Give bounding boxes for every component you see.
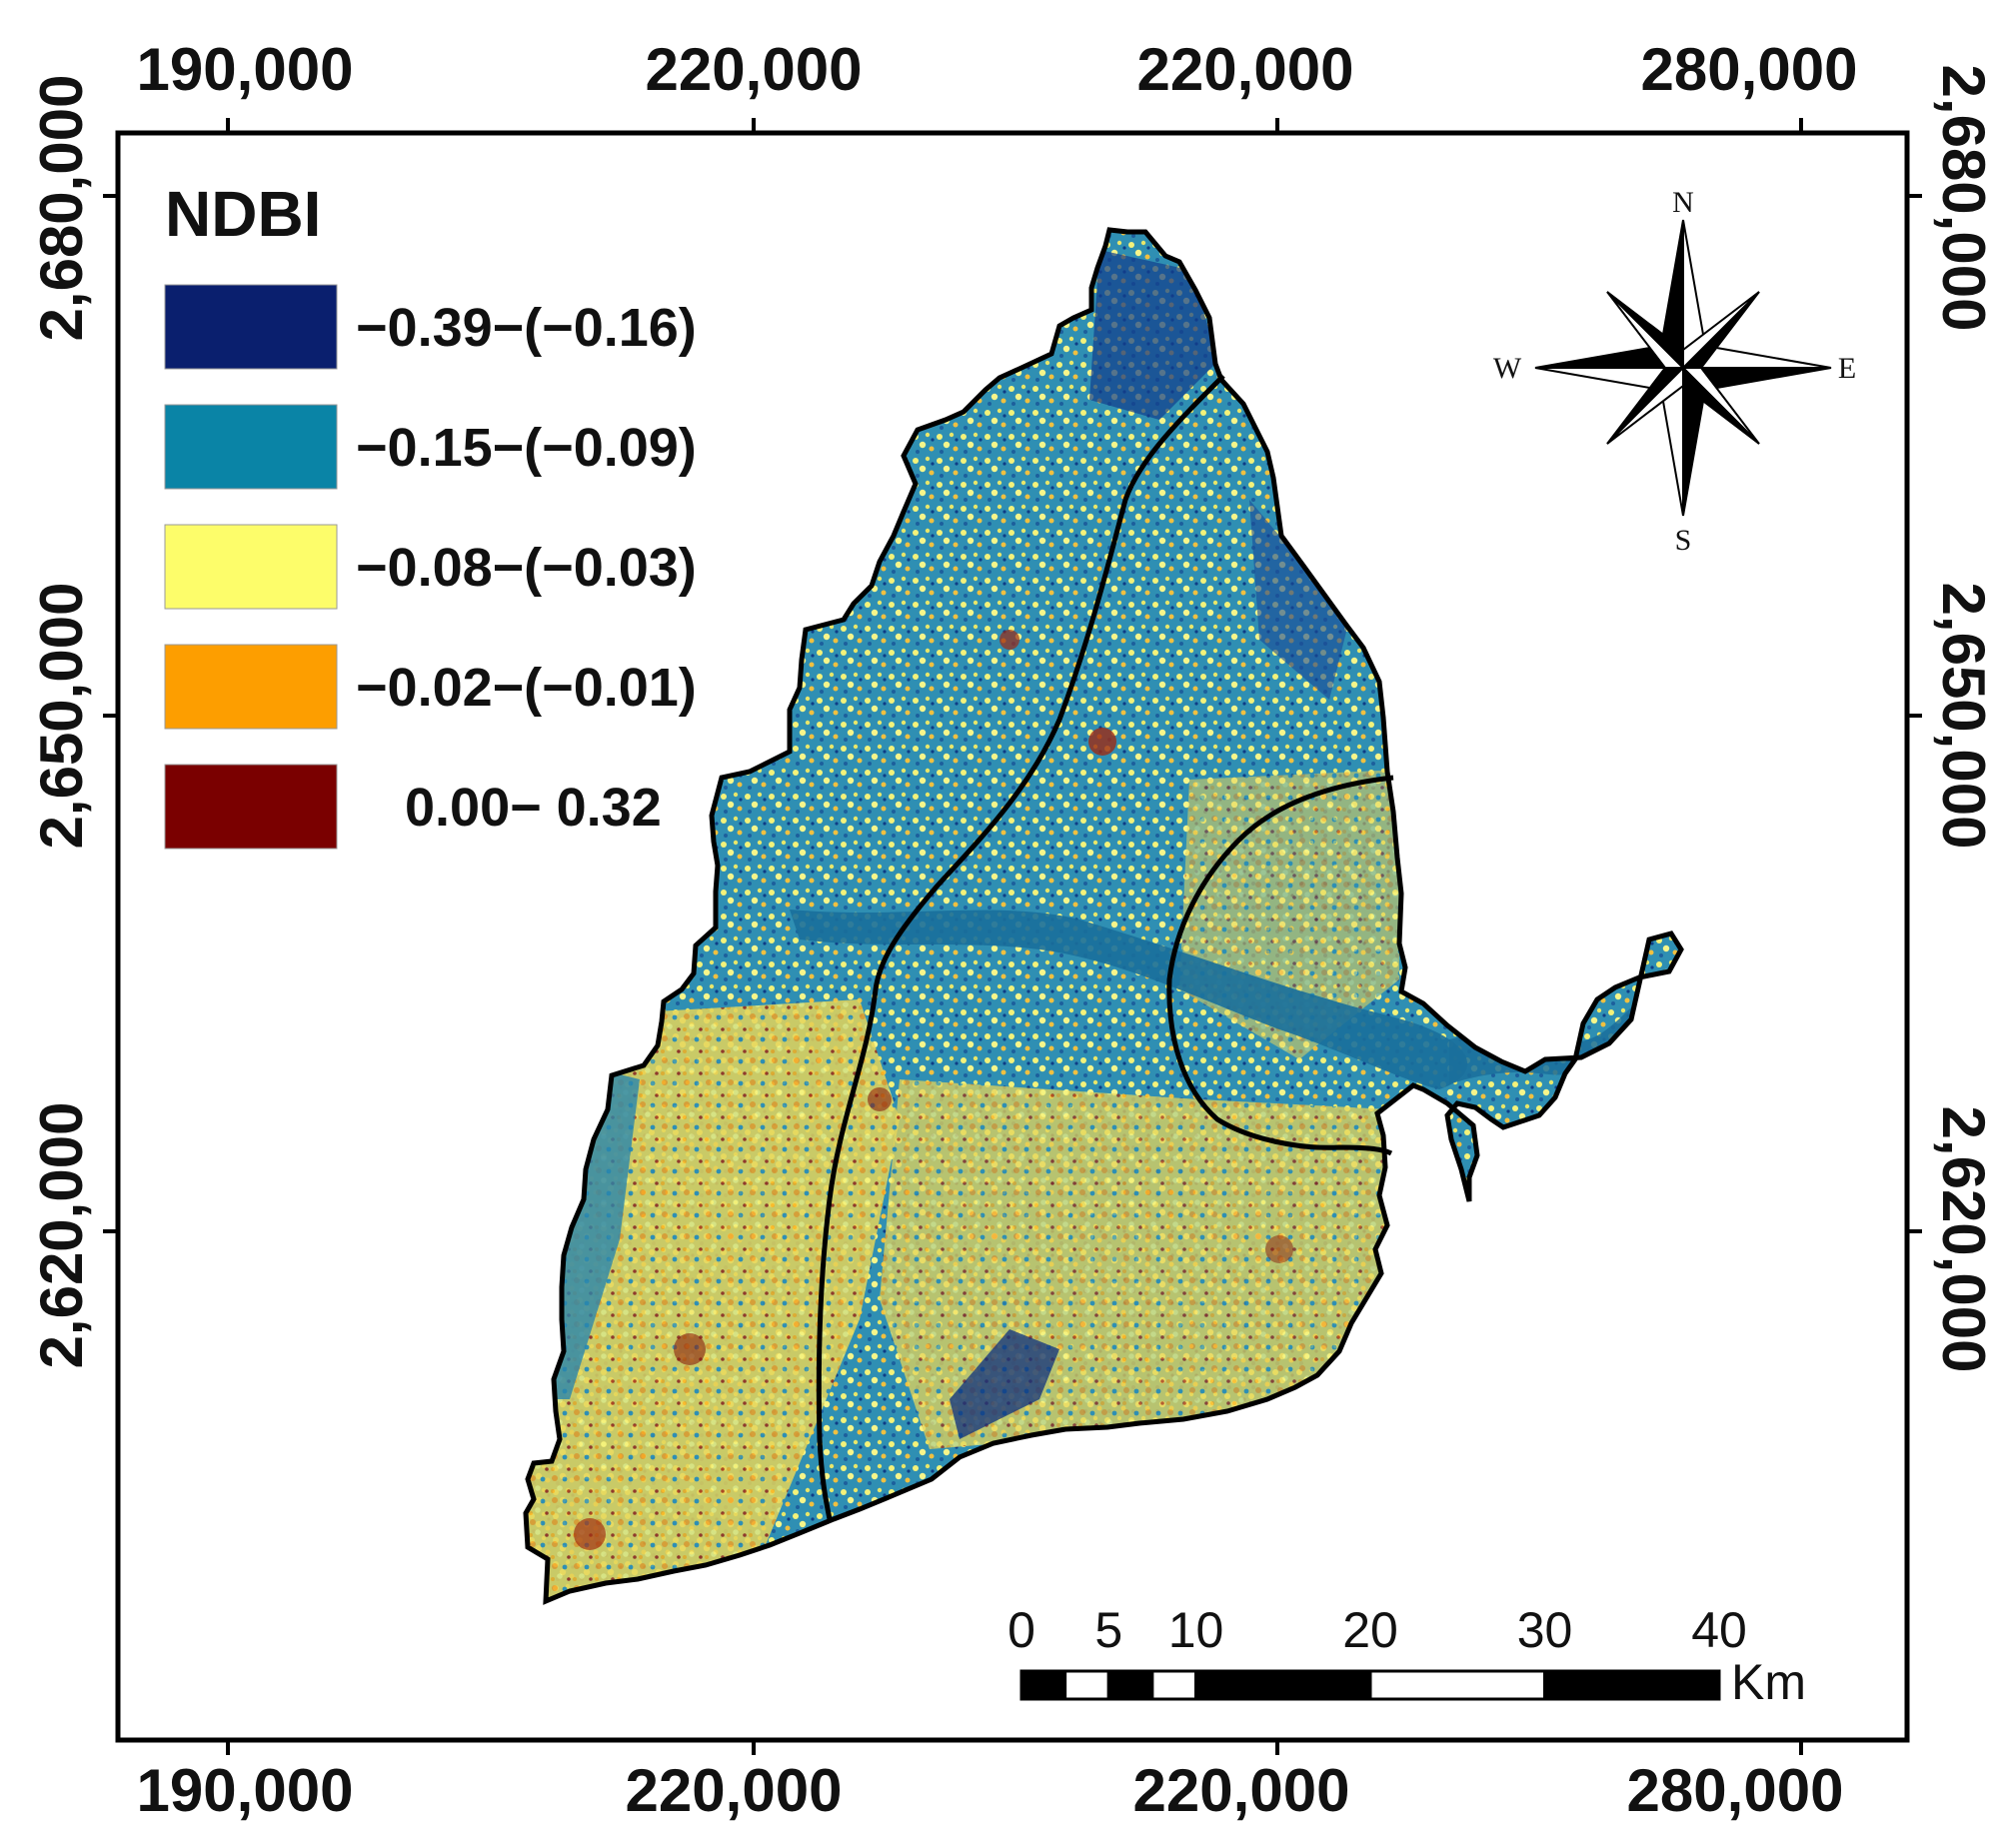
legend-swatch <box>164 764 338 850</box>
top-tick-3: 220,000 <box>1137 36 1354 103</box>
scale-tick-label: 5 <box>1094 1602 1122 1658</box>
scale-tick-label: 0 <box>1007 1602 1035 1658</box>
legend-label: −0.02−(−0.01) <box>356 658 697 718</box>
bottom-tick-2: 220,000 <box>626 1757 843 1824</box>
legend-label: 0.00− 0.32 <box>405 778 662 838</box>
district-boundary-east <box>1166 775 1394 1156</box>
top-tick-1: 190,000 <box>137 36 354 103</box>
scale-unit: Km <box>1731 1654 1806 1710</box>
legend-swatch <box>164 284 338 370</box>
compass-n-label: N <box>1672 186 1694 219</box>
right-tick-1: 2,680,000 <box>1930 65 1997 332</box>
scale-tick-label: 10 <box>1168 1602 1224 1658</box>
scale-segment <box>1063 1669 1110 1701</box>
top-axis-labels: 190,000 220,000 220,000 280,000 <box>137 36 1858 103</box>
left-axis-labels: 2,680,000 2,650,000 2,620,000 <box>28 75 95 1369</box>
left-tick-1: 2,680,000 <box>28 75 95 342</box>
scale-segment <box>1368 1669 1546 1701</box>
scale-tick-label: 20 <box>1342 1602 1398 1658</box>
top-tick-2: 220,000 <box>646 36 863 103</box>
scale-segment <box>1106 1669 1154 1701</box>
legend-swatch <box>164 644 338 730</box>
bottom-tick-1: 190,000 <box>137 1757 354 1824</box>
left-tick-2: 2,650,000 <box>28 583 95 850</box>
right-tick-2: 2,650,000 <box>1930 583 1997 850</box>
scale-segment <box>1019 1669 1067 1701</box>
compass-s-label: S <box>1675 524 1692 557</box>
right-tick-3: 2,620,000 <box>1930 1106 1997 1373</box>
compass-w-label: W <box>1493 352 1522 385</box>
legend-label: −0.08−(−0.03) <box>356 538 697 598</box>
bottom-tick-3: 220,000 <box>1133 1757 1350 1824</box>
scale-tick-label: 40 <box>1691 1602 1747 1658</box>
top-tick-4: 280,000 <box>1641 36 1858 103</box>
compass-e-label: E <box>1838 352 1856 385</box>
left-tick-3: 2,620,000 <box>28 1102 95 1369</box>
scale-segment <box>1543 1669 1721 1701</box>
bottom-tick-4: 280,000 <box>1627 1757 1844 1824</box>
scale-segment <box>1150 1669 1197 1701</box>
scale-bar: 0 5 10 20 30 40 Km <box>1007 1602 1806 1710</box>
legend: NDBI −0.39−(−0.16) −0.15−(−0.09) −0.08−(−0… <box>164 178 697 850</box>
bottom-axis-labels: 190,000 220,000 220,000 280,000 <box>137 1757 1844 1824</box>
district-boundary-west <box>816 374 1225 1520</box>
legend-label: −0.15−(−0.09) <box>356 418 697 478</box>
legend-title: NDBI <box>165 178 321 250</box>
legend-label: −0.39−(−0.16) <box>356 298 697 358</box>
legend-swatch <box>164 524 338 610</box>
tick-marks <box>103 118 1922 1755</box>
scale-segment <box>1194 1669 1372 1701</box>
legend-swatch <box>164 404 338 490</box>
compass-rose: N S E W <box>1493 186 1856 557</box>
scale-tick-label: 30 <box>1517 1602 1573 1658</box>
right-axis-labels: 2,680,000 2,650,000 2,620,000 <box>1930 65 1997 1373</box>
